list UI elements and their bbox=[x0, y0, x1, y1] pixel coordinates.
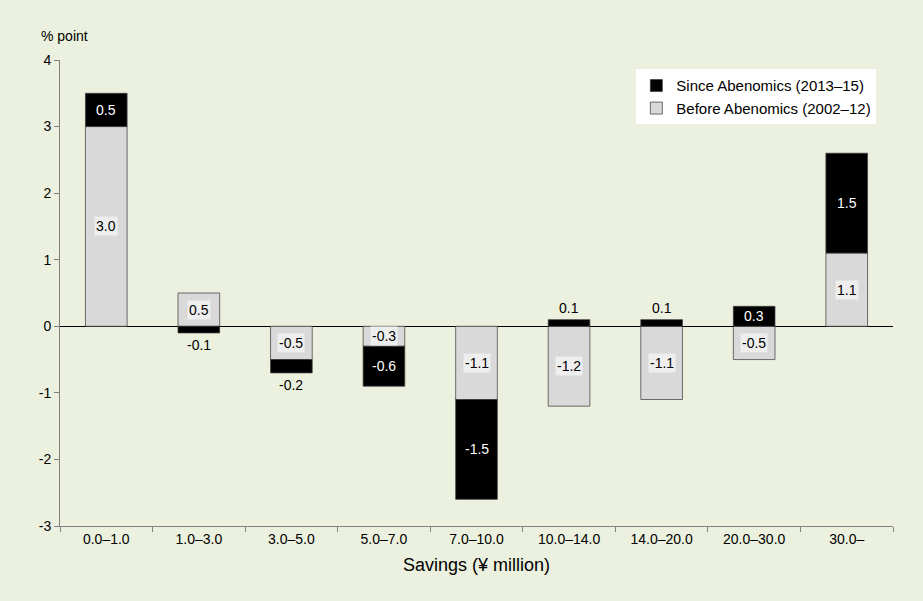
svg-text:0.1: 0.1 bbox=[559, 300, 579, 316]
svg-text:-0.2: -0.2 bbox=[279, 377, 303, 393]
svg-text:Savings (¥ million): Savings (¥ million) bbox=[403, 555, 550, 575]
svg-text:-2: -2 bbox=[39, 451, 52, 467]
svg-text:1.1: 1.1 bbox=[837, 282, 857, 298]
svg-text:-0.6: -0.6 bbox=[372, 358, 396, 374]
svg-text:1.5: 1.5 bbox=[837, 195, 857, 211]
svg-text:0.5: 0.5 bbox=[96, 102, 116, 118]
svg-text:-3: -3 bbox=[39, 518, 52, 534]
svg-text:-1.2: -1.2 bbox=[557, 358, 581, 374]
svg-text:1.0–3.0: 1.0–3.0 bbox=[175, 531, 222, 547]
svg-text:-1: -1 bbox=[39, 385, 52, 401]
svg-text:3: 3 bbox=[43, 118, 51, 134]
svg-text:-0.3: -0.3 bbox=[372, 328, 396, 344]
svg-text:0: 0 bbox=[43, 318, 51, 334]
svg-text:3.0: 3.0 bbox=[96, 218, 116, 234]
svg-text:-1.1: -1.1 bbox=[650, 355, 674, 371]
svg-text:0.1: 0.1 bbox=[652, 300, 672, 316]
svg-text:-1.5: -1.5 bbox=[465, 441, 489, 457]
svg-text:-0.5: -0.5 bbox=[279, 335, 303, 351]
svg-text:0.0–1.0: 0.0–1.0 bbox=[83, 531, 130, 547]
svg-text:Before Abenomics (2002–12): Before Abenomics (2002–12) bbox=[676, 100, 870, 117]
svg-text:20.0–30.0: 20.0–30.0 bbox=[723, 531, 785, 547]
svg-text:4: 4 bbox=[43, 52, 51, 68]
svg-text:10.0–14.0: 10.0–14.0 bbox=[538, 531, 600, 547]
svg-text:-1.1: -1.1 bbox=[465, 355, 489, 371]
svg-text:2: 2 bbox=[43, 185, 51, 201]
svg-text:0.3: 0.3 bbox=[744, 308, 764, 324]
svg-text:5.0–7.0: 5.0–7.0 bbox=[361, 531, 408, 547]
svg-text:3.0–5.0: 3.0–5.0 bbox=[268, 531, 315, 547]
svg-text:Since Abenomics (2013–15): Since Abenomics (2013–15) bbox=[676, 77, 864, 94]
svg-text:0.5: 0.5 bbox=[189, 302, 209, 318]
svg-text:-0.1: -0.1 bbox=[187, 337, 211, 353]
svg-text:-0.5: -0.5 bbox=[742, 335, 766, 351]
svg-text:30.0–: 30.0– bbox=[829, 531, 864, 547]
svg-text:14.0–20.0: 14.0–20.0 bbox=[630, 531, 692, 547]
svg-text:7.0–10.0: 7.0–10.0 bbox=[449, 531, 504, 547]
svg-text:1: 1 bbox=[43, 252, 51, 268]
svg-text:% point: % point bbox=[41, 28, 88, 44]
